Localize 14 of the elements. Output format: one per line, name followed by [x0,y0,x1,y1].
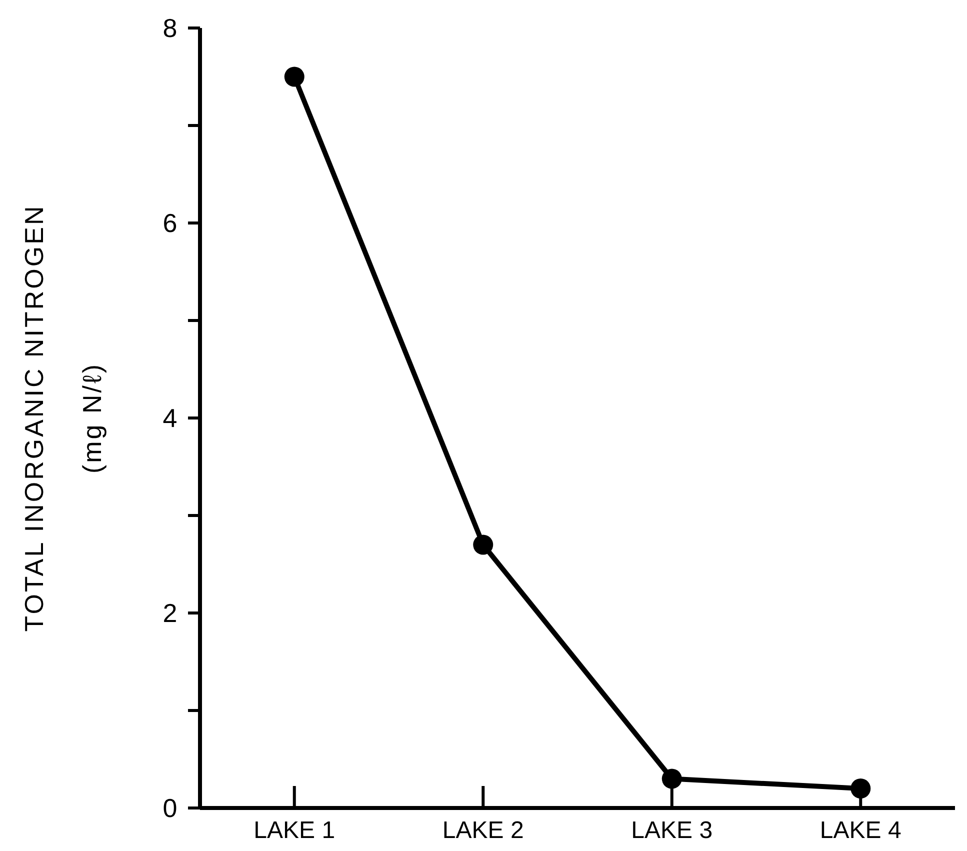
y-tick-label: 0 [162,793,178,824]
y-tick-label: 6 [162,208,178,238]
point [850,778,871,798]
point [284,66,304,87]
y-axis-title: TOTAL INORGANIC NITROGEN (mg N/ℓ) [19,204,107,632]
x-tick-label: LAKE 2 [442,817,524,844]
y-tick-label: 8 [162,13,178,44]
y-tick-label: 4 [162,403,178,434]
point [662,768,682,789]
x-tick-label: LAKE 4 [820,817,902,844]
x-tick-label: LAKE 1 [254,817,336,844]
y-tick-label: 2 [162,598,178,628]
point [473,534,494,555]
x-tick-label: LAKE 3 [631,817,713,844]
